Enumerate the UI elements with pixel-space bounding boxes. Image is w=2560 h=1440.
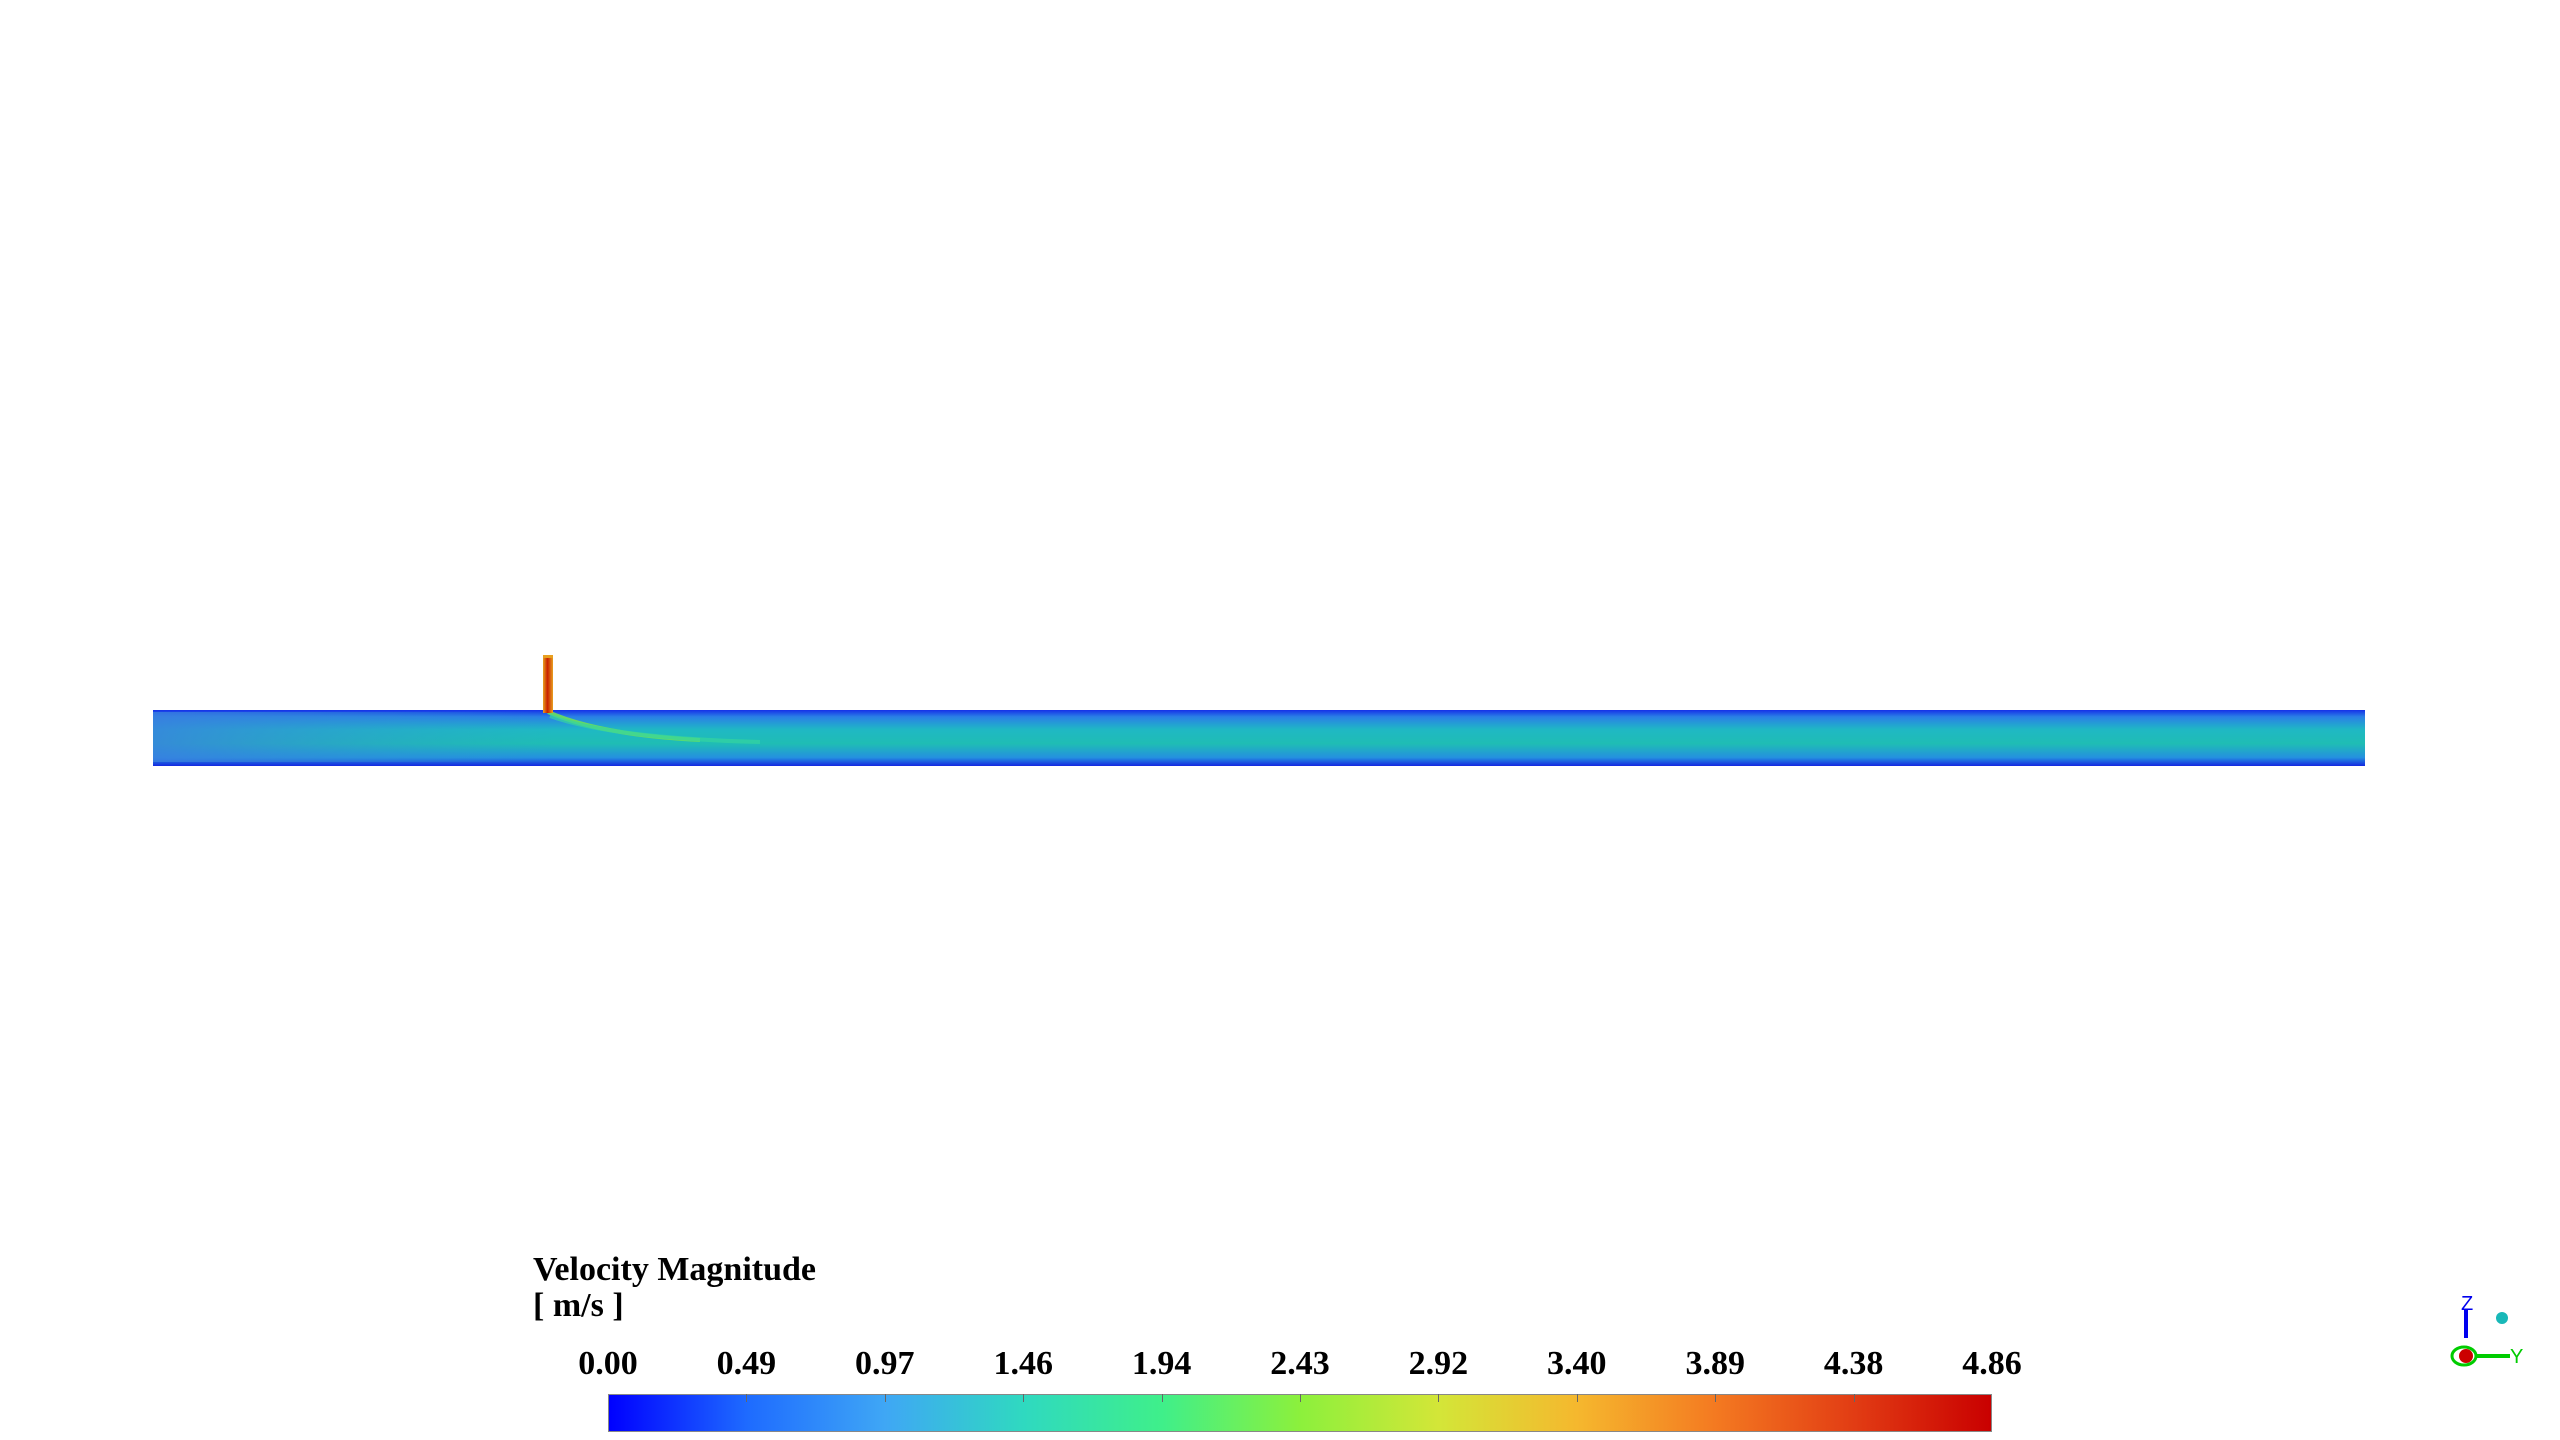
colorbar-tick-mark bbox=[1161, 1394, 1163, 1402]
colorbar-tick-mark bbox=[1715, 1394, 1717, 1402]
legend-units: [ m/s ] bbox=[533, 1287, 624, 1324]
legend-title: Velocity Magnitude bbox=[533, 1251, 817, 1288]
colorbar-tick-label: 2.43 bbox=[1270, 1345, 1330, 1382]
axis-triad[interactable]: Z Y bbox=[2450, 1293, 2523, 1368]
colorbar-tick-label: 4.86 bbox=[1962, 1345, 2022, 1382]
colorbar-tick-mark bbox=[1438, 1394, 1440, 1402]
y-axis-label: Y bbox=[2510, 1346, 2523, 1368]
colorbar-tick-mark bbox=[1023, 1394, 1025, 1402]
injection-jet bbox=[543, 655, 553, 713]
x-axis-dot-icon bbox=[2459, 1349, 2473, 1363]
colorbar-tick-label: 3.40 bbox=[1547, 1345, 1607, 1382]
colorbar-tick-mark bbox=[746, 1394, 748, 1402]
pipe-contour bbox=[153, 710, 2365, 766]
colorbar-tick-label: 3.89 bbox=[1685, 1345, 1745, 1382]
colorbar-tick-label: 1.46 bbox=[993, 1345, 1053, 1382]
colorbar-tick-label: 0.49 bbox=[716, 1345, 777, 1382]
colorbar-tick-mark bbox=[884, 1394, 886, 1402]
colorbar-tick-label: 1.94 bbox=[1131, 1345, 1192, 1382]
view-sphere-icon bbox=[2496, 1312, 2508, 1324]
colorbar-tick-label: 2.92 bbox=[1408, 1345, 1469, 1382]
colorbar-tick-label: 0.97 bbox=[855, 1345, 915, 1382]
colorbar-tick-mark bbox=[1300, 1394, 1301, 1402]
colorbar-tick-label: 0.00 bbox=[578, 1345, 638, 1382]
colorbar-tick-label: 4.38 bbox=[1823, 1345, 1884, 1382]
colorbar-tick-mark bbox=[1576, 1394, 1578, 1402]
z-axis-label: Z bbox=[2461, 1293, 2473, 1315]
colorbar-tick-mark bbox=[1853, 1394, 1855, 1402]
